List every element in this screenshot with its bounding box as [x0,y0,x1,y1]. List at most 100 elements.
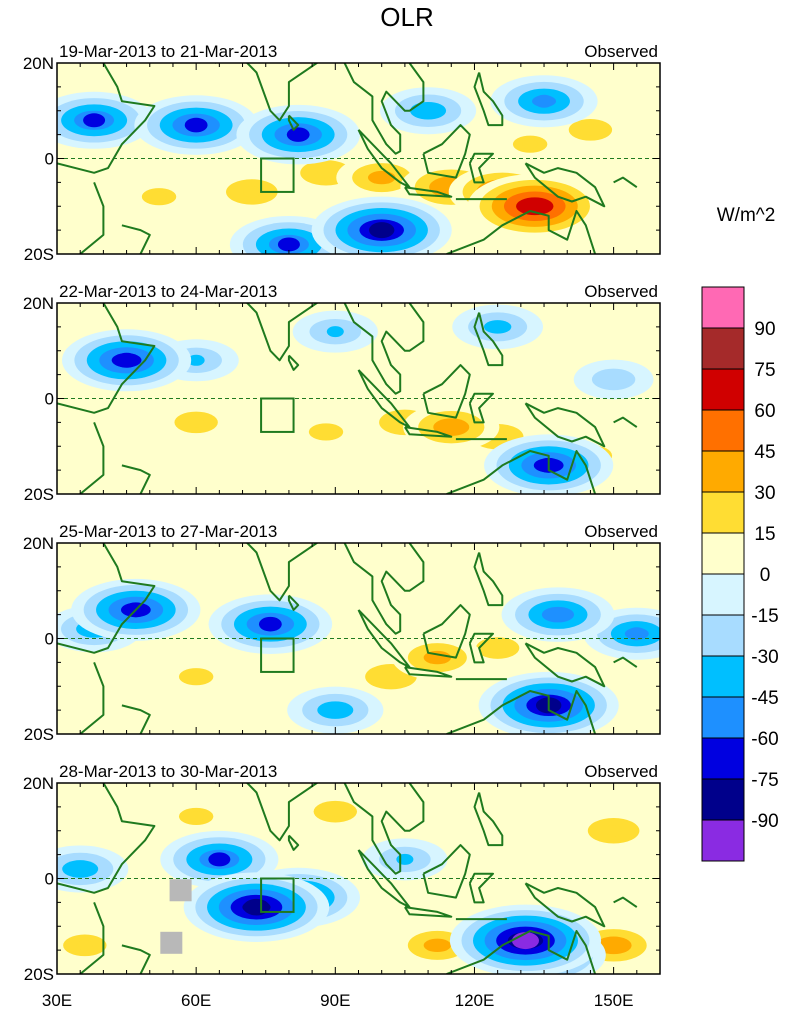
olr-anomaly-blob [501,587,615,642]
olr-anomaly-core [522,198,548,215]
colorbar-swatch [701,286,745,329]
olr-anomaly-blob [156,402,237,443]
y-tick-label: 20N [23,534,54,553]
olr-anomaly-core [188,417,205,428]
y-tick-label: 20S [24,965,54,984]
colorbar-swatch [701,737,745,780]
colorbar-swatch [701,573,745,616]
olr-anomaly-core [76,940,93,951]
panel-period-label: 22-Mar-2013 to 24-Mar-2013 [59,282,277,301]
olr-anomaly-core [151,191,167,202]
olr-anomaly-core [604,939,623,952]
y-tick-label: 20N [23,774,54,793]
olr-anomaly-blob [159,797,234,835]
olr-anomaly-blob [159,658,234,696]
map-panel: 22-Mar-2013 to 24-Mar-2013 Observed 20N 0 20… [23,282,661,504]
olr-anomaly-blob [403,403,500,451]
map-panel: 28-Mar-2013 to 30-Mar-2013 Observed 20N 0 20… [23,762,661,984]
colorbar-label: -75 [751,770,778,791]
x-tick-label: 90E [320,991,350,1010]
colorbar-swatch [701,655,745,698]
olr-anomaly-core [605,374,622,385]
olr-anomaly-core [114,352,139,368]
colorbar-label: -30 [751,647,778,668]
coastlines [57,303,638,494]
panel-period-label: 19-Mar-2013 to 21-Mar-2013 [59,42,277,61]
colorbar-swatch [701,450,745,493]
olr-anomaly-core [522,139,538,150]
olr-anomaly-core [547,607,569,622]
olr-anomaly-core [317,167,335,179]
olr-anomaly-blob [449,904,602,974]
olr-anomaly-blob [311,196,452,254]
colorbar-swatch [701,327,745,370]
x-axis: 30E 60E 90E 120E 150E [42,991,634,1010]
colorbar-label: 30 [754,483,775,504]
olr-anomaly-core [605,825,623,837]
olr-anomaly-blob [121,178,197,216]
olr-anomaly-core [83,113,106,128]
olr-anomaly-core [318,426,334,437]
colorbar-swatch [701,614,745,657]
coastlines [57,63,638,254]
map-panels: 19-Mar-2013 to 21-Mar-2013 Observed 20N 0 20… [23,42,661,984]
panel-source-label: Observed [584,282,658,301]
x-tick-label: 30E [42,991,72,1010]
colorbar-swatch [701,368,745,411]
olr-anomaly-core [368,222,395,239]
colorbar-label: 90 [754,319,775,340]
map-panel: 19-Mar-2013 to 21-Mar-2013 Observed 20N 0 20… [23,42,661,264]
olr-anomaly-blob [379,87,477,135]
colorbar-units: W/m^2 [717,205,776,226]
olr-anomaly-blob [391,635,483,680]
olr-anomaly-core [488,321,507,333]
olr-anomaly-blob [209,170,295,213]
panel-source-label: Observed [584,42,658,61]
y-tick-label: 0 [45,150,54,169]
x-tick-label: 120E [455,991,495,1010]
colorbar-label: -90 [751,811,778,832]
olr-anomaly-core [184,117,208,133]
olr-anomaly-core [188,671,204,682]
olr-anomaly-core [582,124,599,136]
colorbar-swatch [701,409,745,452]
olr-anomaly-core [187,354,205,366]
panel-source-label: Observed [584,762,658,781]
olr-anomaly-blob [61,329,192,392]
olr-anomaly-core [188,811,204,822]
olr-anomaly-core [511,932,539,950]
olr-anomaly-core [243,898,270,916]
x-tick-label: 60E [181,991,211,1010]
olr-anomaly-core [326,704,345,717]
olr-anomaly-core [489,642,506,654]
olr-anomaly-blob [493,125,568,163]
olr-anomaly-blob [208,594,333,654]
panel-period-label: 28-Mar-2013 to 30-Mar-2013 [59,762,277,781]
olr-anomaly-blob [287,686,384,734]
y-tick-label: 20S [24,725,54,744]
olr-anomaly-core [277,237,300,252]
y-tick-label: 20N [23,54,54,73]
olr-anomaly-core [372,171,391,184]
olr-anomaly-core [327,806,344,817]
olr-anomaly-blob [571,809,657,852]
olr-anomaly-core [326,326,344,338]
olr-anomaly-blob [292,310,378,353]
y-tick-label: 0 [45,390,54,409]
colorbar-label: 15 [754,524,775,545]
colorbar-label: 75 [754,360,775,381]
chart-title: OLR [380,2,433,32]
olr-anomaly-core [396,853,414,865]
colorbar-swatch [701,491,745,534]
olr-anomaly-blob [57,925,125,966]
olr-anomaly-core [286,127,310,142]
y-tick-label: 20S [24,485,54,504]
olr-anomaly-blob [452,304,544,350]
olr-anomaly-core [533,94,555,108]
colorbar-label: 60 [754,401,775,422]
olr-anomaly-core [70,862,90,875]
colorbar-label: -60 [751,729,778,750]
olr-anomaly-core [428,939,447,952]
y-tick-label: 0 [45,870,54,889]
